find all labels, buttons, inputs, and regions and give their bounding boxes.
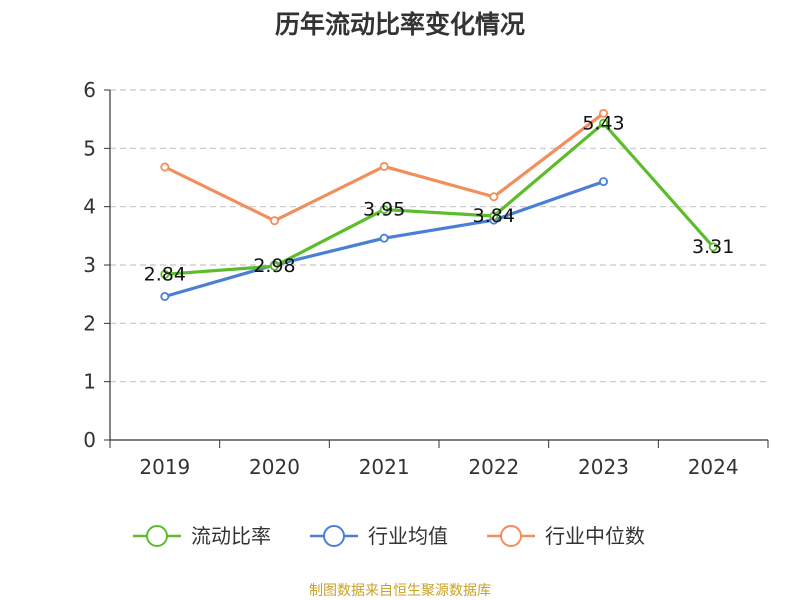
x-tick-label: 2020	[249, 455, 300, 479]
data-point	[379, 161, 389, 171]
data-point	[489, 192, 499, 202]
data-label: 3.95	[363, 199, 405, 221]
x-tick-label: 2019	[139, 455, 190, 479]
data-point	[379, 233, 389, 243]
y-tick-label: 5	[83, 136, 96, 160]
x-tick-label: 2024	[688, 455, 739, 479]
data-point	[599, 118, 609, 128]
legend: 流动比率 行业均值 行业中位数	[133, 524, 645, 548]
data-point	[160, 269, 170, 279]
data-point	[708, 242, 718, 252]
series-line	[163, 121, 715, 276]
y-tick-label: 1	[83, 370, 96, 394]
data-label: 5.43	[582, 112, 624, 134]
legend-label: 行业均值	[368, 524, 448, 548]
data-point	[599, 108, 609, 118]
legend-marker	[323, 525, 345, 547]
chart-title: 历年流动比率变化情况	[275, 10, 525, 39]
y-tick-label: 6	[83, 78, 96, 102]
x-tick-label: 2023	[578, 455, 629, 479]
source-note: 制图数据来自恒生聚源数据库	[309, 583, 491, 599]
data-label: 2.84	[144, 263, 186, 285]
data-point	[269, 216, 279, 226]
data-point	[160, 162, 170, 172]
data-point	[269, 261, 279, 271]
data-label: 3.84	[473, 205, 515, 227]
data-label: 2.98	[253, 255, 295, 277]
data-point	[379, 205, 389, 215]
x-tick-label: 2022	[468, 455, 519, 479]
y-tick-label: 2	[83, 311, 96, 335]
legend-label: 行业中位数	[545, 524, 645, 548]
data-point	[489, 211, 499, 221]
y-tick-label: 4	[83, 195, 96, 219]
legend-label: 流动比率	[191, 524, 271, 548]
data-point	[599, 177, 609, 187]
y-tick-label: 3	[83, 253, 96, 277]
legend-marker	[146, 525, 168, 547]
grid	[110, 89, 768, 383]
data-label: 3.31	[692, 236, 734, 258]
axes: 0 1 2 3 4 5 6 2019 2020 2021 2022 2023 2024	[83, 78, 769, 479]
y-tick-label: 0	[83, 428, 96, 452]
data-labels: 2.84 2.98 3.95 3.84 5.43 3.31	[144, 112, 735, 285]
legend-marker	[500, 525, 522, 547]
x-tick-label: 2021	[359, 455, 410, 479]
data-point	[160, 291, 170, 301]
series	[160, 108, 718, 301]
